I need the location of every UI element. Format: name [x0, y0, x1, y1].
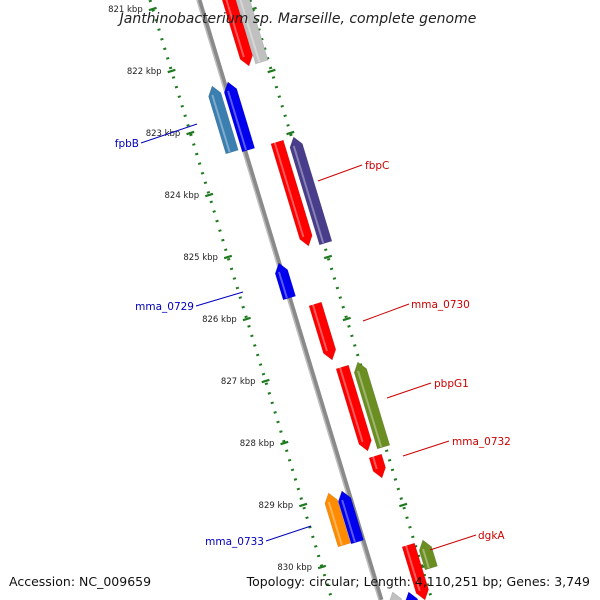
gene-arrow [405, 591, 419, 600]
gene-arrow-highlight [371, 455, 378, 470]
gene-arrow-highlight [239, 0, 261, 63]
gene-arrow-highlight [211, 94, 231, 153]
gene-label: fpbB [115, 138, 139, 150]
outer-major-tick [399, 502, 408, 508]
scale-label: 829 kbp [259, 501, 294, 511]
inner-major-tick [205, 192, 214, 198]
gene-features [208, 0, 438, 600]
outer-major-tick [342, 316, 351, 322]
inner-major-tick [148, 6, 157, 12]
gene-arrow-highlight [327, 501, 343, 546]
gene-arrow [270, 139, 313, 247]
gene-label: mma_0730 [411, 299, 470, 311]
scale-label: 828 kbp [240, 439, 275, 449]
gene-arrow [418, 539, 438, 571]
gene-arrow [401, 542, 429, 600]
gene-arrow [235, 0, 269, 65]
genome-summary-text: Topology: circular; Length: 4,110,251 bp… [246, 574, 590, 589]
gene-label: mma_0733 [205, 536, 264, 548]
gene-arrow-highlight [357, 370, 383, 448]
gene-arrow [208, 85, 239, 155]
gene-arrow [353, 361, 391, 450]
scale-label: 822 kbp [127, 67, 162, 77]
inner-major-tick [167, 68, 176, 74]
gene-label-leader [402, 440, 450, 457]
inner-major-tick [280, 440, 289, 446]
gene-arrow [221, 0, 253, 67]
gene-label-leader [362, 303, 410, 322]
gene-arrow-highlight [225, 0, 245, 58]
gene-arrow [337, 490, 364, 545]
gene-arrow-highlight [227, 90, 247, 151]
outer-major-tick [323, 254, 333, 260]
gene-arrow-highlight [422, 548, 430, 569]
gene-label-leader [317, 164, 363, 182]
inner-major-tick [261, 378, 270, 384]
gene-label-leader [429, 534, 477, 551]
genome-title: Janthinobacterium sp. Marseille, complet… [117, 11, 477, 27]
scale-label: 826 kbp [202, 315, 237, 325]
accession-text: Accession: NC_009659 [9, 574, 151, 589]
inner-major-tick [317, 564, 327, 570]
inner-major-tick [299, 502, 308, 508]
gene-label-leader [386, 382, 432, 399]
gene-arrow [274, 262, 296, 301]
gene-label-leader [195, 291, 244, 307]
gene-label: fbpC [365, 160, 389, 172]
gene-label-leader [265, 525, 312, 542]
outer-major-tick [267, 68, 276, 74]
gene-arrow [308, 301, 337, 361]
inner-major-tick [223, 254, 233, 260]
gene-label: mma_0732 [452, 436, 511, 448]
scale-label: 830 kbp [277, 563, 312, 573]
gene-arrow [368, 453, 386, 479]
inner-ruler-dots [148, 0, 334, 600]
gene-arrow [324, 492, 351, 548]
scale-label: 823 kbp [146, 129, 181, 139]
gene-arrow-highlight [273, 141, 305, 238]
scale-label: 827 kbp [221, 377, 256, 387]
gene-arrow-highlight [338, 366, 364, 443]
scale-label: 825 kbp [183, 253, 218, 263]
inner-major-tick [242, 316, 251, 322]
gene-arrow [289, 136, 333, 246]
inner-major-tick [186, 130, 195, 136]
scale-label: 821 kbp [108, 5, 143, 15]
gene-arrow-highlight [292, 145, 325, 244]
gene-label-leader [140, 123, 198, 144]
scale-labels: 821 kbp 822 kbp 823 kbp 824 kbp 825 kbp 826 k… [108, 5, 312, 573]
gene-arrow-highlight [404, 544, 421, 592]
outer-major-tick [286, 130, 295, 136]
gene-labels: fpbB fbpC mma_0729 mma_0730 pbpG1 mma_0732mma… [115, 123, 511, 551]
gene-arrow-highlight [278, 271, 288, 299]
gene-arrow [223, 81, 256, 153]
gene-label: dgkA [478, 530, 505, 542]
gene-arrow [335, 364, 372, 452]
gene-arrow [389, 591, 403, 600]
gene-arrow-highlight [311, 303, 328, 352]
scale-label: 824 kbp [165, 191, 200, 201]
gene-arrow-highlight [341, 499, 356, 543]
gene-label: pbpG1 [434, 378, 469, 390]
gene-label: mma_0729 [135, 301, 194, 313]
